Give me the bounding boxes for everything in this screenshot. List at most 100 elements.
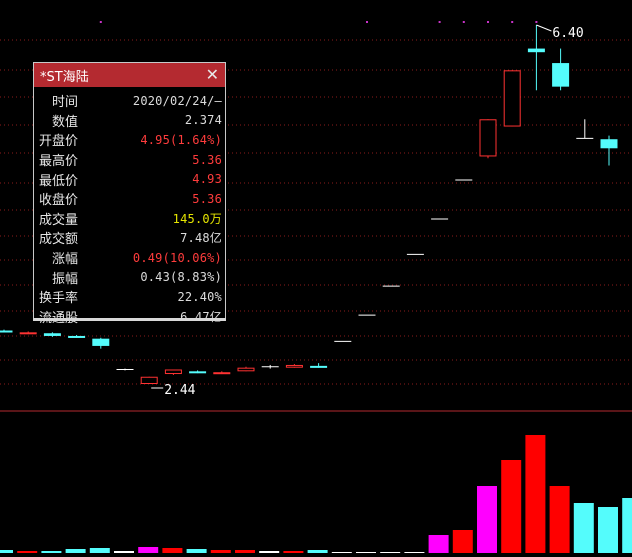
- volume-bar[interactable]: [114, 551, 134, 553]
- candle[interactable]: [43, 332, 61, 337]
- candle[interactable]: [213, 371, 231, 375]
- candle[interactable]: [116, 368, 134, 371]
- candle[interactable]: [164, 369, 182, 375]
- candle[interactable]: [237, 366, 255, 372]
- candle-body: [527, 48, 545, 53]
- volume-bar[interactable]: [259, 551, 280, 553]
- volume-bar[interactable]: [501, 460, 522, 553]
- volume-bar[interactable]: [452, 530, 473, 553]
- candle-body: [310, 365, 328, 368]
- candle-body: [600, 139, 618, 149]
- info-row-label: 时间: [52, 95, 79, 111]
- volume-bar[interactable]: [138, 547, 159, 553]
- info-row: 开盘价 4.95(1.64%): [34, 130, 225, 150]
- volume-bar[interactable]: [162, 548, 183, 553]
- info-row-value: 2.374: [184, 113, 222, 128]
- candle[interactable]: [261, 364, 279, 369]
- volume-bar[interactable]: [598, 507, 618, 553]
- volume-bar[interactable]: [622, 498, 632, 553]
- volume-bar[interactable]: [525, 435, 546, 553]
- info-row-value: 5.36: [192, 152, 222, 167]
- volume-bar[interactable]: [380, 552, 401, 553]
- close-icon[interactable]: ✕: [205, 65, 219, 84]
- volume-bar[interactable]: [89, 548, 110, 553]
- candle-body: [552, 63, 570, 87]
- candle-body: [164, 369, 182, 375]
- volume-bar[interactable]: [356, 552, 376, 553]
- info-row: 成交量 145.0万: [34, 209, 225, 229]
- candle[interactable]: [503, 70, 521, 127]
- candlestick-series[interactable]: [0, 25, 618, 384]
- candle-body: [503, 70, 521, 127]
- info-row-label: 成交量: [39, 212, 79, 228]
- volume-bars[interactable]: [0, 435, 632, 553]
- signal-dot: [487, 21, 489, 23]
- info-row-value: 0.49(10.06%): [132, 250, 222, 265]
- candle-body: [92, 338, 110, 346]
- info-row-label: 最低价: [39, 173, 79, 189]
- volume-bar[interactable]: [41, 551, 62, 553]
- candle[interactable]: [479, 119, 497, 159]
- info-row: 时间 2020/02/24/—: [34, 91, 225, 111]
- candle[interactable]: [0, 329, 13, 333]
- volume-bar[interactable]: [549, 486, 570, 553]
- candle-body: [479, 119, 497, 157]
- candle-body: [43, 333, 61, 336]
- candle[interactable]: [19, 331, 37, 335]
- volume-bar[interactable]: [0, 550, 13, 553]
- info-row: 收盘价 5.36: [34, 189, 225, 209]
- info-rows: 时间 2020/02/24/— 数值 2.374 开盘价 4.95(1.64%) 最高价 5.…: [34, 91, 225, 326]
- candle[interactable]: [285, 364, 303, 368]
- candle[interactable]: [527, 25, 545, 91]
- volume-bar[interactable]: [573, 503, 594, 553]
- info-row-value: 5.36: [192, 191, 222, 206]
- signal-dot: [535, 21, 538, 23]
- volume-bar[interactable]: [404, 552, 425, 553]
- stock-info-panel[interactable]: *ST海陆 ✕ 时间 2020/02/24/— 数值 2.374 开盘价 4.95(1.6…: [33, 62, 226, 326]
- candle[interactable]: [140, 376, 158, 384]
- info-row: 最低价 4.93: [34, 169, 225, 189]
- info-row-label: 最高价: [39, 154, 79, 170]
- candle[interactable]: [576, 119, 594, 139]
- info-row-label: 流通股: [39, 307, 78, 326]
- info-row-value: 6.47亿: [180, 309, 222, 324]
- volume-bar[interactable]: [235, 550, 255, 553]
- signal-dot: [511, 21, 514, 23]
- signal-markers: [99, 21, 538, 23]
- volume-bar[interactable]: [17, 551, 38, 553]
- panel-bottom-edge: [33, 318, 226, 321]
- volume-bar[interactable]: [307, 550, 328, 553]
- volume-bar[interactable]: [65, 549, 86, 553]
- info-row-value: 2020/02/24/—: [132, 93, 222, 108]
- volume-bar[interactable]: [210, 550, 231, 553]
- candle-body: [140, 376, 158, 384]
- candle-body: [213, 372, 231, 375]
- volume-bar[interactable]: [428, 535, 449, 553]
- info-row-value: 0.43(8.83%): [140, 270, 222, 285]
- info-panel-titlebar[interactable]: *ST海陆 ✕: [34, 63, 225, 87]
- volume-bar[interactable]: [283, 551, 304, 553]
- info-row: 流通股 6.47亿: [34, 307, 225, 327]
- candle[interactable]: [92, 337, 110, 349]
- candle[interactable]: [189, 370, 207, 374]
- info-row: 涨幅 0.49(10.06%): [34, 248, 225, 268]
- info-row-label: 开盘价: [39, 134, 79, 150]
- candle[interactable]: [552, 48, 570, 91]
- signal-dot: [366, 21, 368, 23]
- candle[interactable]: [600, 135, 618, 166]
- info-row-value: 145.0万: [172, 211, 222, 226]
- info-row: 最高价 5.36: [34, 150, 225, 170]
- signal-dot: [99, 21, 102, 23]
- volume-bar[interactable]: [186, 549, 207, 553]
- info-row-label: 数值: [52, 114, 79, 130]
- volume-bar[interactable]: [331, 552, 352, 553]
- candle[interactable]: [310, 363, 328, 368]
- info-row-label: 换手率: [39, 291, 79, 307]
- info-row-label: 收盘价: [39, 193, 79, 209]
- info-row-value: 22.40%: [177, 289, 222, 304]
- candle[interactable]: [68, 335, 86, 338]
- candle-body: [68, 335, 86, 338]
- info-row-value: 7.48亿: [180, 231, 222, 246]
- volume-bar[interactable]: [477, 486, 497, 553]
